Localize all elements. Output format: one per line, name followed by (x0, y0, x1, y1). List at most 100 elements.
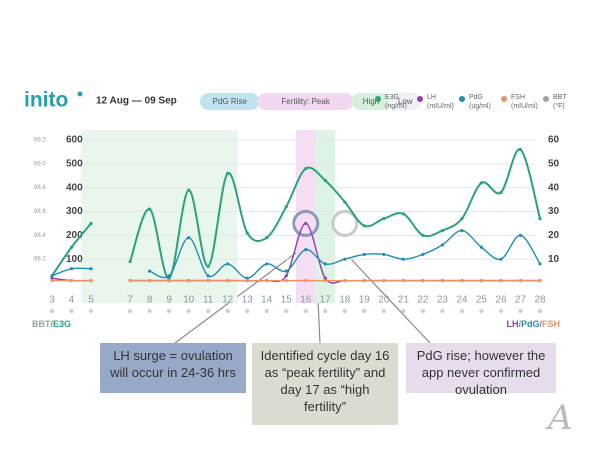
y-tick-label: 300 (66, 206, 83, 217)
bbt-tick-label: 99.0 (34, 161, 46, 167)
phase-band (81, 130, 238, 303)
axis-label-part: / (518, 319, 521, 329)
x-tick-label: 11 (203, 295, 214, 306)
y2-tick-label: 20 (548, 230, 560, 241)
pill (257, 93, 354, 110)
x-tick-dot (362, 308, 367, 314)
legend-swatch (417, 96, 423, 102)
series-point (89, 279, 93, 283)
y-tick-label: 500 (66, 158, 83, 169)
series-point (518, 147, 523, 152)
series-point (421, 233, 425, 237)
y2-tick-label: 30 (548, 206, 560, 217)
series-point (187, 279, 191, 283)
axis-label-part: E3G (53, 319, 71, 329)
series-point (50, 276, 54, 280)
axis-label-part: LH (506, 319, 518, 329)
axis-label: BBT/E3G (32, 319, 71, 329)
series-point (89, 267, 93, 271)
axis-label-part: PdG (521, 319, 540, 329)
x-tick-dot (284, 308, 289, 314)
series-point (382, 217, 386, 221)
legend-label: E3G (385, 94, 399, 101)
series-point (382, 252, 386, 256)
x-tick-label: 20 (378, 295, 390, 306)
x-tick-dot (479, 308, 484, 314)
series-point (401, 279, 405, 283)
series-point (304, 248, 308, 252)
y-tick-label: 100 (66, 254, 83, 265)
series-point (382, 279, 386, 283)
series-point (440, 243, 444, 247)
logo: inito (24, 89, 68, 112)
series-point (89, 221, 93, 226)
pill-label: PdG Rise (213, 97, 248, 106)
series-point (401, 212, 405, 216)
x-tick-dot (342, 308, 347, 314)
series-point (362, 224, 366, 228)
series-point (323, 276, 327, 280)
x-tick-label: 8 (147, 295, 153, 306)
x-tick-dot (401, 308, 406, 314)
series-point (167, 279, 171, 283)
series-point (206, 274, 210, 278)
series-point (148, 279, 152, 283)
series-point (245, 276, 249, 280)
legend-unit: (°F) (553, 102, 565, 110)
series-point (401, 257, 405, 261)
callout: Identified cycle day 16 as “peak fertili… (252, 343, 398, 425)
series-point (479, 245, 484, 249)
series-point (245, 231, 249, 235)
series-point (304, 167, 308, 171)
series-point (265, 279, 269, 283)
series-point (421, 279, 425, 283)
logo-dot (77, 91, 83, 97)
series-point (343, 200, 347, 204)
series-point (343, 279, 347, 283)
series-point (128, 259, 132, 264)
series-point (50, 274, 54, 278)
series-point (226, 262, 230, 266)
series-point (343, 257, 347, 261)
callout: PdG rise; however the app never confirme… (406, 343, 556, 397)
series-point (187, 236, 191, 240)
x-tick-dot (147, 308, 152, 314)
x-tick-dot (49, 308, 55, 314)
x-tick-dot (303, 308, 308, 314)
x-tick-dot (127, 308, 133, 314)
series-point (323, 178, 327, 183)
x-tick-label: 9 (166, 295, 172, 306)
series-point (167, 274, 171, 278)
pill-label: Low (398, 97, 413, 106)
connector (349, 257, 431, 344)
phase-band (315, 130, 336, 303)
series-point (69, 279, 74, 283)
x-tick-label: 13 (242, 295, 254, 306)
x-tick-dot (205, 308, 211, 314)
legend-swatch (459, 96, 465, 102)
bbt-tick-label: 98.8 (34, 185, 46, 191)
x-tick-label: 26 (495, 295, 507, 306)
series-point (323, 262, 327, 266)
series-point (538, 217, 542, 221)
x-tick-dot (69, 308, 74, 314)
legend-label: BBT (553, 94, 567, 101)
x-tick-label: 12 (222, 295, 234, 306)
x-tick-label: 5 (88, 295, 94, 306)
bbt-tick-label: 98.4 (34, 233, 46, 239)
series-point (518, 279, 523, 283)
highlight-ring (292, 209, 320, 237)
phase-band (296, 130, 316, 303)
legend-swatch (501, 96, 507, 102)
axis-label: LH/PdG/FSH (506, 319, 560, 329)
series-point (69, 267, 74, 271)
y2-tick-label: 10 (548, 254, 560, 265)
connector (317, 299, 321, 344)
bbt-tick-label: 99.2 (34, 138, 46, 144)
series-point (479, 279, 484, 283)
x-tick-label: 3 (49, 295, 55, 306)
callout: LH surge = ovulation will occur in 24-36… (100, 343, 246, 393)
x-tick-label: 23 (437, 295, 449, 306)
x-tick-dot (323, 308, 328, 314)
series-point (148, 207, 152, 211)
